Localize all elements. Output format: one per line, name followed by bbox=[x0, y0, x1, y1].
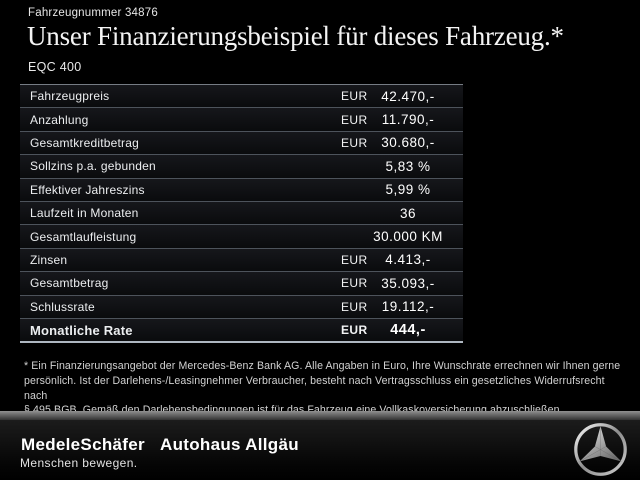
row-label: Gesamtlaufleistung bbox=[30, 229, 137, 244]
row-value: 30.000 KM bbox=[373, 229, 443, 245]
row-currency: EUR bbox=[341, 252, 368, 267]
row-currency: EUR bbox=[341, 323, 368, 338]
table-row: Anzahlung EUR 11.790,- bbox=[20, 108, 463, 132]
table-row: Zinsen EUR 4.413,- bbox=[20, 248, 463, 273]
table-row: Fahrzeugpreis EUR 42.470,- bbox=[20, 85, 463, 109]
row-label: Zinsen bbox=[30, 252, 68, 267]
row-label: Laufzeit in Monaten bbox=[30, 206, 139, 221]
row-value: 19.112,- bbox=[381, 299, 435, 315]
table-row: Gesamtbetrag EUR 35.093,- bbox=[20, 272, 463, 296]
row-label: Anzahlung bbox=[30, 112, 89, 127]
table-row: Gesamtkreditbetrag EUR 30.680,- bbox=[20, 131, 463, 156]
row-label: Gesamtkreditbetrag bbox=[30, 135, 139, 150]
row-currency: EUR bbox=[341, 112, 368, 127]
row-currency: EUR bbox=[341, 299, 368, 314]
vehicle-number: Fahrzeugnummer 34876 bbox=[28, 7, 158, 19]
table-row: Gesamtlaufleistung 30.000 KM bbox=[20, 225, 463, 249]
finance-table-body: Fahrzeugpreis EUR 42.470,- Anzahlung EUR… bbox=[20, 84, 463, 344]
table-row: Effektiver Jahreszins 5,99 % bbox=[20, 178, 463, 202]
row-label: Fahrzeugpreis bbox=[30, 89, 110, 104]
table-row: Schlussrate EUR 19.112,- bbox=[20, 295, 463, 319]
mercedes-star-icon bbox=[574, 423, 627, 476]
row-currency: EUR bbox=[341, 276, 368, 291]
table-row: Monatliche Rate EUR 444,- bbox=[20, 318, 463, 344]
row-value: 35.093,- bbox=[381, 275, 435, 291]
dealer-tagline: Menschen bewegen. bbox=[20, 456, 138, 470]
table-row: Laufzeit in Monaten 36 bbox=[20, 201, 463, 226]
row-value: 5,99 % bbox=[385, 182, 431, 198]
row-label: Sollzins p.a. gebunden bbox=[30, 159, 156, 174]
row-label: Effektiver Jahreszins bbox=[30, 182, 145, 197]
row-currency: EUR bbox=[341, 135, 368, 150]
dealer-name-secondary: Autohaus Allgäu bbox=[160, 435, 299, 454]
footnote-line: * Ein Finanzierungsangebot der Mercedes-… bbox=[24, 360, 621, 372]
row-label: Gesamtbetrag bbox=[30, 276, 109, 291]
page-title: Unser Finanzierungsbeispiel für dieses F… bbox=[27, 21, 564, 51]
footer-bar bbox=[0, 420, 640, 480]
dealer-logo: MedeleSchäfer bbox=[21, 435, 145, 454]
row-value: 30.680,- bbox=[381, 135, 435, 151]
footnote-line: persönlich. Ist der Darlehens-/Leasingne… bbox=[24, 374, 605, 402]
model-name: EQC 400 bbox=[28, 60, 82, 74]
row-value: 444,- bbox=[390, 322, 426, 339]
row-label: Schlussrate bbox=[30, 299, 95, 314]
row-value: 4.413,- bbox=[385, 252, 431, 268]
row-value: 36 bbox=[399, 205, 417, 221]
row-value: 42.470,- bbox=[381, 88, 435, 104]
metallic-divider bbox=[0, 411, 640, 420]
row-value: 5,83 % bbox=[385, 158, 431, 174]
row-currency: EUR bbox=[341, 89, 368, 104]
legal-footnote: * Ein Finanzierungsangebot der Mercedes-… bbox=[24, 359, 630, 418]
table-row: Sollzins p.a. gebunden 5,83 % bbox=[20, 155, 463, 179]
row-label: Monatliche Rate bbox=[30, 322, 133, 338]
row-value: 11.790,- bbox=[381, 112, 435, 128]
